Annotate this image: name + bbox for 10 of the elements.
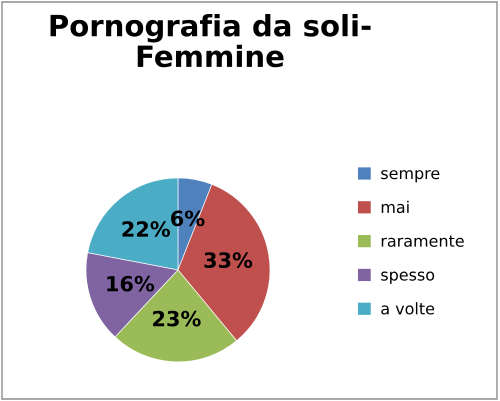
data-label: 33%: [204, 252, 252, 268]
data-label: 16%: [107, 276, 154, 292]
legend-label: mai: [382, 200, 409, 214]
chart-title: Pornografia da soli- Femmine: [50, 14, 371, 68]
legend-label: sempre: [381, 170, 440, 182]
data-label: 23%: [153, 310, 201, 326]
legend-label: raramente: [382, 235, 464, 247]
legend-label: a volte: [381, 302, 434, 315]
data-label: 22%: [122, 221, 170, 237]
legend-label: spesso: [381, 272, 434, 284]
